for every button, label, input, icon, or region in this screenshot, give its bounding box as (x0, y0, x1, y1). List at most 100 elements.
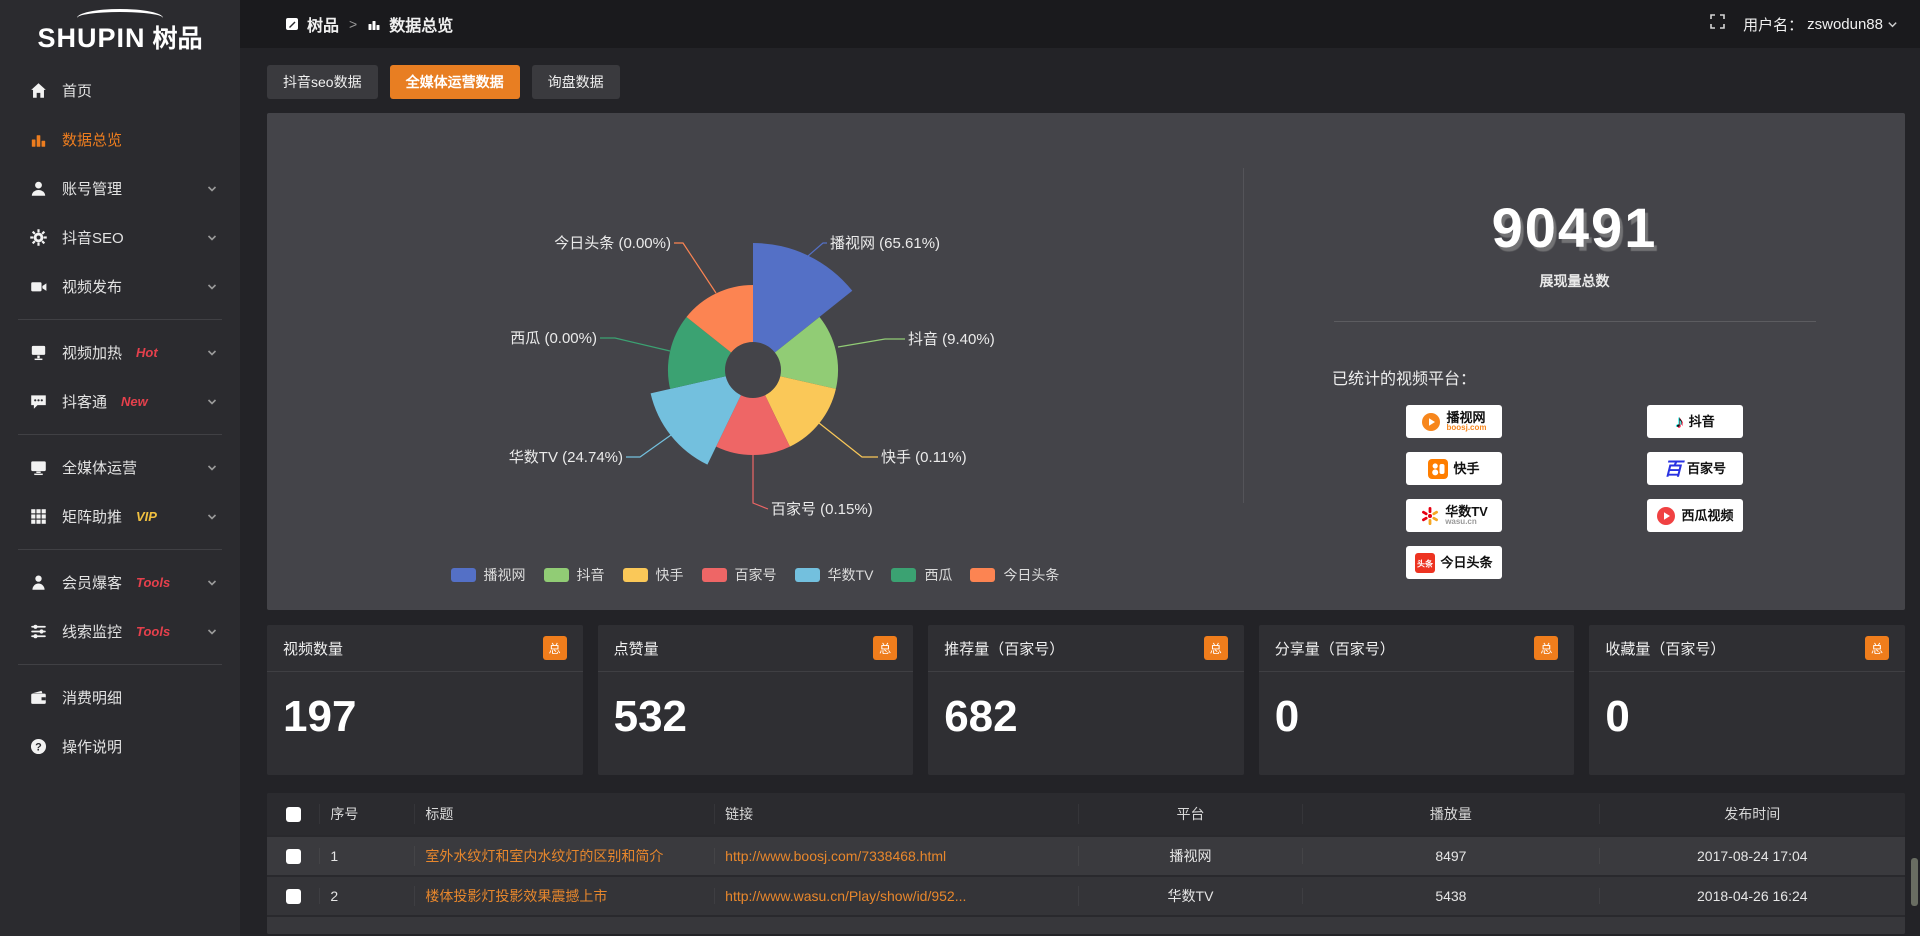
cell-title[interactable]: 楼体投影灯投影效果震撼上市 (414, 886, 714, 906)
platform-badge-西瓜视频: 西瓜视频 (1647, 499, 1743, 532)
legend-item-抖音[interactable]: 抖音 (543, 565, 605, 585)
sidebar-item-11[interactable]: 消费明细 (0, 673, 240, 722)
total-badge: 总 (1203, 636, 1228, 660)
pie-slice-华数TV[interactable] (650, 376, 741, 465)
stat-value: 682 (944, 692, 1018, 741)
platform-sub: wasu.cn (1445, 517, 1477, 526)
chart-legend: 播视网 抖音 快手 百家号 华数TV 西瓜 今日头条 (267, 565, 1243, 585)
sidebar-item-5[interactable]: 视频加热 Hot (0, 328, 240, 377)
sliders-icon (30, 623, 47, 640)
label-line-播视网 (807, 242, 827, 257)
stat-card-0: 视频数量 总 197 (267, 625, 583, 775)
tab-2[interactable]: 询盘数据 (531, 65, 620, 99)
label-line-西瓜 (600, 337, 671, 352)
boosj-logo-icon (1422, 412, 1441, 431)
total-impressions-label: 展现量总数 (1539, 273, 1610, 289)
pie-slice-百家号[interactable] (716, 395, 790, 456)
sidebar-item-1[interactable]: 数据总览 (0, 115, 240, 164)
total-badge: 总 (1534, 636, 1559, 660)
main: 树品 > 数据总览 用户名： zswodun88 抖音seo数据 全媒体运营数据询… (240, 0, 1920, 936)
sidebar-item-10[interactable]: 线索监控 Tools (0, 607, 240, 656)
sidebar-item-9[interactable]: 会员爆客 Tools (0, 558, 240, 607)
row-checkbox[interactable] (285, 848, 301, 864)
col-time: 发布时间 (1598, 804, 1905, 824)
fullscreen-icon[interactable] (1710, 14, 1725, 34)
label-line-抖音 (837, 338, 905, 348)
pie-chart: 播视网 (65.61%) 抖音 (9.40%) 快手 (0.11%) 百家号 (0.1… (509, 235, 995, 518)
table-row-1[interactable]: 1 室外水纹灯和室内水纹灯的区别和简介 http://www.boosj.com/7… (267, 837, 1905, 875)
sidebar-item-label: 全媒体运营 (62, 460, 138, 477)
legend-label: 华数TV (827, 567, 874, 583)
cell-link[interactable]: http://www.boosj.com/7338468.html (714, 848, 1078, 864)
sidebar: SHUPIN 树品 首页 数据总览 账号管理 抖音SEO 视频发布 视频加热 Hot 抖客通 N… (0, 0, 240, 936)
screen-icon (30, 344, 47, 361)
legend-item-百家号[interactable]: 百家号 (701, 565, 777, 585)
legend-swatch (622, 568, 648, 582)
svg-text:头条: 头条 (1417, 558, 1434, 568)
cell-link[interactable]: http://www.wasu.cn/Play/show/id/952... (714, 888, 1078, 904)
xigua-logo-icon (1657, 506, 1676, 525)
breadcrumb-current: 数据总览 (389, 18, 454, 35)
user-icon (30, 180, 47, 197)
sidebar-item-3[interactable]: 抖音SEO (0, 213, 240, 262)
pie-slice-快手[interactable] (765, 376, 836, 447)
logo-latin: SHUPIN (37, 23, 146, 53)
sidebar-item-0[interactable]: 首页 (0, 66, 240, 115)
tab-1[interactable]: 全媒体运营数据 (389, 65, 520, 99)
breadcrumb-separator: > (349, 16, 358, 32)
platform-badge-播视网: 播视网 boosj.com (1406, 405, 1502, 438)
select-all-checkbox[interactable] (285, 806, 301, 822)
pie-slice-今日头条[interactable] (686, 285, 754, 353)
sidebar-item-7[interactable]: 全媒体运营 (0, 443, 240, 492)
legend-swatch (970, 568, 996, 582)
pie-slice-抖音[interactable] (774, 317, 839, 389)
panel-divider (1243, 168, 1244, 503)
stat-title: 视频数量 (283, 640, 344, 658)
legend-item-播视网[interactable]: 播视网 (450, 565, 526, 585)
sidebar-nav: 首页 数据总览 账号管理 抖音SEO 视频发布视频加热 Hot 抖客通 New 全媒体运营矩阵助… (0, 66, 240, 771)
stat-card-3: 分享量（百家号） 总 0 (1258, 625, 1575, 775)
legend-label: 今日头条 (1003, 567, 1060, 583)
scrollbar-thumb[interactable] (1911, 858, 1918, 906)
cell-index: 1 (319, 848, 414, 864)
cell-platform: 华数TV (1077, 886, 1302, 906)
cell-title[interactable]: 室外水纹灯和室内水纹灯的区别和简介 (414, 846, 714, 866)
legend-label: 快手 (655, 567, 684, 583)
bar-chart-icon (367, 17, 381, 31)
sidebar-item-6[interactable]: 抖客通 New (0, 377, 240, 426)
edit-square-icon (285, 17, 299, 31)
home-icon (30, 82, 47, 99)
platform-name: 快手 (1453, 461, 1480, 476)
legend-label: 播视网 (483, 567, 526, 583)
cell-time: 2018-04-26 16:24 (1598, 888, 1905, 904)
stat-title: 收藏量（百家号） (1605, 640, 1726, 658)
table-row-2[interactable]: 2 楼体投影灯投影效果震撼上市 http://www.wasu.cn/Play/sh… (267, 877, 1905, 915)
pie-slice-西瓜[interactable] (667, 317, 732, 389)
pie-slice-播视网[interactable] (753, 243, 853, 353)
sidebar-item-4[interactable]: 视频发布 (0, 262, 240, 311)
legend-swatch (543, 568, 569, 582)
nav-divider (18, 319, 222, 320)
slice-label-华数TV: 华数TV (24.74%) (509, 449, 623, 466)
row-checkbox[interactable] (285, 888, 301, 904)
scrollbar (1911, 0, 1918, 936)
legend-item-快手[interactable]: 快手 (622, 565, 684, 585)
legend-item-西瓜[interactable]: 西瓜 (891, 565, 952, 585)
legend-item-今日头条[interactable]: 今日头条 (970, 565, 1059, 585)
legend-label: 西瓜 (924, 567, 953, 583)
sidebar-item-2[interactable]: 账号管理 (0, 164, 240, 213)
sidebar-item-label: 会员爆客 (62, 575, 123, 592)
legend-swatch (450, 568, 476, 582)
platform-badge-快手: 快手 (1406, 452, 1502, 485)
chevron-down-icon (1888, 21, 1897, 27)
person-icon (30, 574, 47, 591)
sidebar-item-8[interactable]: 矩阵助推 VIP (0, 492, 240, 541)
topbar: 树品 > 数据总览 用户名： zswodun88 (240, 0, 1920, 48)
user-menu[interactable]: 用户名： zswodun88 (1743, 14, 1898, 35)
slice-label-西瓜: 西瓜 (0.00%) (510, 330, 597, 347)
legend-item-华数TV[interactable]: 华数TV (794, 565, 874, 585)
slice-label-今日头条: 今日头条 (0.00%) (554, 235, 671, 252)
tab-0[interactable]: 抖音seo数据 (267, 65, 378, 99)
breadcrumb-home[interactable]: 树品 (307, 18, 340, 35)
sidebar-item-12[interactable]: ? 操作说明 (0, 722, 240, 771)
